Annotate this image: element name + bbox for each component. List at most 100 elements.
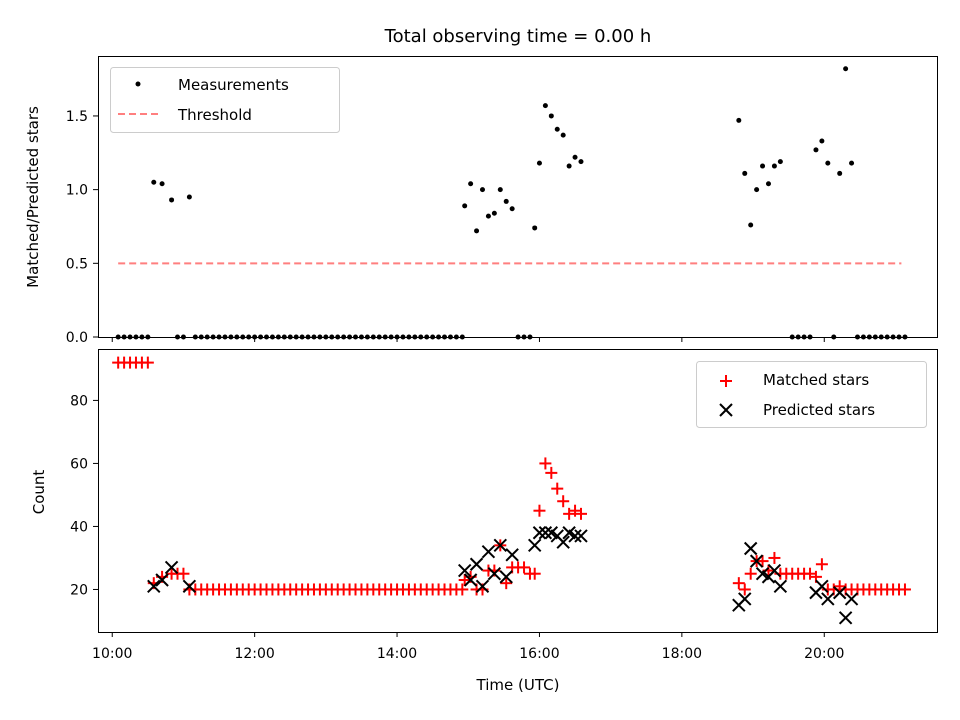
predicted-star-point [844, 592, 859, 606]
measurement-point [468, 181, 474, 187]
measurement-point [479, 187, 485, 193]
matched-star-point [500, 577, 513, 590]
measurement-point [151, 179, 157, 185]
bottom-y-tick-label: 60 [70, 456, 88, 472]
measurement-point [819, 138, 825, 144]
bottom-legend: Matched stars Predicted stars [696, 361, 927, 428]
predicted-star-point [164, 560, 179, 575]
measurement-point [462, 203, 468, 209]
measurement-point [825, 160, 831, 166]
chart-title: Total observing time = 0.00 h [384, 26, 652, 47]
top-y-axis-label: Matched/Predicted stars [24, 106, 42, 288]
top-axes-frame [98, 56, 938, 338]
legend-label-measurements: Measurements [178, 76, 289, 94]
top-panel: 0.0 0.5 1.0 1.5 Matched/Predicted stars Mea… [24, 56, 938, 346]
bottom-y-ticks: 20 40 60 80 [70, 393, 98, 598]
top-y-tick-label: 0.5 [66, 256, 88, 272]
x-tick-label: 20:00 [804, 646, 844, 662]
predicted-star-point [475, 579, 490, 594]
x-tick-label: 12:00 [234, 646, 274, 662]
predicted-star-point [832, 585, 847, 600]
measurement-point [765, 181, 771, 187]
matched-star-point [898, 583, 911, 596]
matched-star-point [815, 558, 828, 571]
predicted-star-point [493, 538, 507, 553]
measurement-point [497, 187, 503, 193]
bottom-y-axis-label: Count [30, 470, 48, 515]
predicted-star-point [815, 579, 829, 594]
x-tick-label: 10:00 [92, 646, 132, 662]
matched-star-point [518, 561, 531, 574]
predicted-star-point [773, 579, 788, 594]
legend-marker-matched [720, 375, 732, 387]
measurement-point [849, 160, 855, 166]
bottom-axes-frame [98, 349, 938, 633]
matched-star-point [533, 504, 546, 517]
predicted-star-point [457, 563, 472, 578]
matched-star-point [539, 457, 552, 470]
top-legend-box [110, 67, 340, 133]
predicted-star-point [538, 526, 553, 540]
top-y-tick-label: 1.5 [66, 109, 88, 125]
measurement-point [503, 198, 509, 204]
measurement-point [742, 170, 748, 176]
predicted-star-point [556, 535, 570, 549]
measurement-point [578, 159, 584, 165]
measurement-point [560, 132, 566, 138]
x-tick-label: 18:00 [662, 646, 702, 662]
predicted-star-point [568, 529, 582, 543]
predicted-star-point [499, 570, 513, 584]
predicted-star-point [505, 548, 519, 562]
legend-label-threshold: Threshold [177, 106, 252, 124]
predicted-star-point [749, 554, 764, 568]
legend-label-predicted: Predicted stars [763, 401, 875, 419]
matched-star-point [551, 482, 564, 495]
predicted-star-point [838, 611, 853, 625]
measurement-point [754, 187, 760, 193]
predicted-star-point [738, 592, 752, 606]
bottom-y-tick-label: 20 [70, 582, 88, 598]
measurement-point [736, 117, 742, 123]
measurement-point [485, 213, 491, 219]
matched-star-point [557, 495, 570, 508]
matched-star-point [177, 567, 190, 580]
measurement-point [542, 103, 548, 109]
bottom-y-tick-label: 40 [70, 519, 88, 535]
measurement-point [536, 160, 542, 166]
bottom-legend-box [696, 361, 927, 428]
measurement-point [491, 210, 497, 216]
matched-star-point [456, 583, 469, 596]
predicted-star-point [528, 538, 542, 553]
top-legend: Measurements Threshold [110, 67, 340, 133]
measurement-point [554, 126, 560, 132]
bottom-y-tick-label: 80 [70, 393, 88, 409]
x-axis-label: Time (UTC) [476, 676, 560, 694]
matched-star-point [545, 466, 558, 479]
measurement-point [837, 170, 843, 176]
measurement-point [532, 225, 538, 231]
measurements-series [115, 66, 908, 340]
x-tick-label: 16:00 [519, 646, 559, 662]
measurement-point [474, 228, 480, 234]
predicted-star-point [463, 573, 478, 587]
measurement-point [843, 66, 849, 72]
measurement-point [748, 222, 754, 228]
legend-label-matched: Matched stars [763, 371, 869, 389]
top-y-tick-label: 1.0 [66, 183, 88, 199]
predicted-star-point [147, 579, 161, 594]
matched-star-point [732, 577, 745, 590]
matched-star-point [738, 583, 751, 596]
measurement-point [760, 163, 766, 169]
x-tick-label: 14:00 [377, 646, 417, 662]
predicted-star-point [481, 544, 496, 559]
measurement-point [509, 206, 515, 212]
predicted-star-point [182, 579, 197, 594]
top-y-ticks: 0.0 0.5 1.0 1.5 [66, 109, 98, 346]
predicted-star-point [743, 541, 758, 556]
measurement-point [771, 163, 777, 169]
top-y-tick-label: 0.0 [66, 330, 88, 346]
measurement-point [548, 113, 554, 119]
predicted-star-point [574, 529, 588, 543]
